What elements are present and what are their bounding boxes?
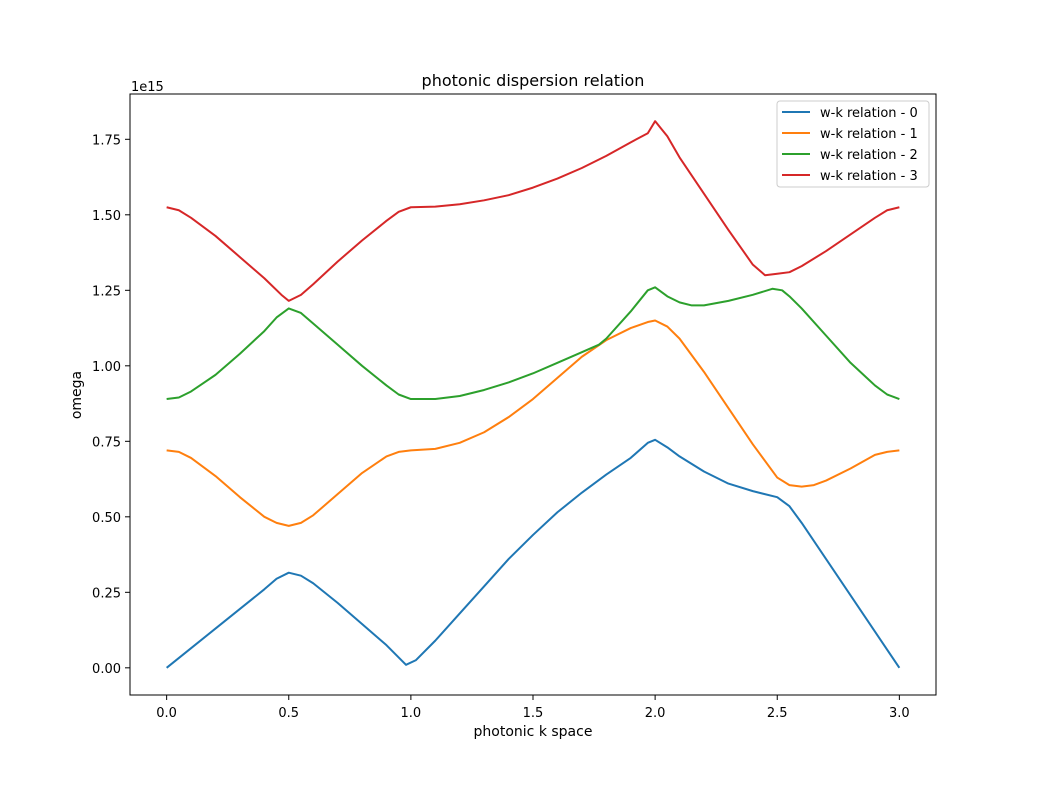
legend: w-k relation - 0 w-k relation - 1 w-k rela…: [776, 100, 930, 188]
chart-title: photonic dispersion relation: [422, 71, 645, 90]
y-tick-label: 0.25: [92, 586, 121, 601]
series-line-3: [166, 120, 900, 302]
y-tick-label: 1.75: [92, 133, 121, 148]
x-tick-label: 2.0: [645, 706, 666, 721]
legend-box: [776, 100, 930, 188]
x-tick-label: 1.0: [401, 706, 422, 721]
y-tick-label: 0.00: [92, 662, 121, 677]
x-axis-title: photonic k space: [474, 724, 593, 740]
x-tick-label: 0.0: [156, 706, 177, 721]
y-tick-label: 1.25: [92, 284, 121, 299]
x-tick-label: 2.5: [767, 706, 788, 721]
legend-label-3: w-k relation - 3: [820, 169, 918, 184]
series-line-0: [166, 438, 901, 669]
y-tick-label: 0.50: [92, 511, 121, 526]
y-tick-label: 1.00: [92, 360, 121, 375]
x-axis-ticks: 0.0 0.5 1.0 1.5 2.0 2.5 3.0: [156, 695, 910, 721]
plot-background: [130, 94, 936, 695]
y-tick-label: 1.50: [92, 209, 121, 224]
series-line-1: [166, 319, 900, 527]
legend-label-0: w-k relation - 0: [820, 106, 918, 121]
series-lines: [166, 120, 901, 669]
x-tick-label: 3.0: [889, 706, 910, 721]
y-axis-title: omega: [69, 371, 85, 419]
y-axis-ticks: 0.00 0.25 0.50 0.75 1.00 1.25 1.50 1.75: [92, 133, 130, 677]
plot-frame: [129, 93, 937, 696]
y-tick-label: 0.75: [92, 435, 121, 450]
x-tick-label: 1.5: [523, 706, 544, 721]
plot-area: [130, 94, 936, 695]
y-offset-label: 1e15: [131, 80, 164, 95]
legend-label-1: w-k relation - 1: [820, 127, 918, 142]
x-tick-label: 0.5: [278, 706, 299, 721]
legend-label-2: w-k relation - 2: [820, 148, 918, 163]
series-line-2: [166, 286, 900, 401]
